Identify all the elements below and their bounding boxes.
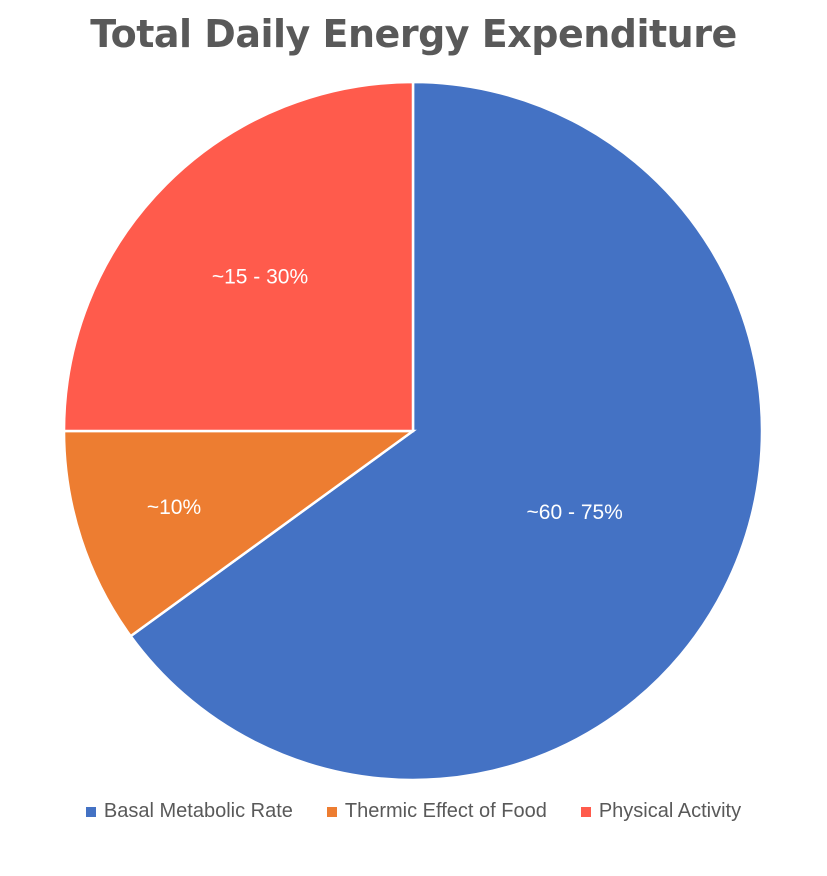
legend-label: Physical Activity — [598, 800, 742, 822]
legend-label: Thermic Effect of Food — [344, 800, 547, 822]
pie-slice-physical-activity — [62, 80, 415, 433]
legend-item-physical-activity: Physical Activity — [580, 800, 742, 823]
data-label: ~10% — [147, 496, 201, 519]
chart-legend: Basal Metabolic Rate Thermic Effect of F… — [0, 800, 827, 823]
pie-slice-basal-metabolic-rate — [128, 80, 764, 782]
legend-swatch — [85, 806, 96, 817]
legend-item-thermic-effect-of-food: Thermic Effect of Food — [326, 800, 547, 823]
pie-slice-thermic-effect-of-food — [62, 429, 417, 638]
data-label: ~60 - 75% — [527, 501, 623, 524]
chart-title: Total Daily Energy Expenditure — [90, 12, 737, 56]
legend-swatch — [326, 806, 337, 817]
legend-swatch — [580, 806, 591, 817]
legend-label: Basal Metabolic Rate — [103, 800, 293, 822]
legend-item-basal-metabolic-rate: Basal Metabolic Rate — [85, 800, 293, 823]
data-label: ~15 - 30% — [212, 266, 308, 289]
